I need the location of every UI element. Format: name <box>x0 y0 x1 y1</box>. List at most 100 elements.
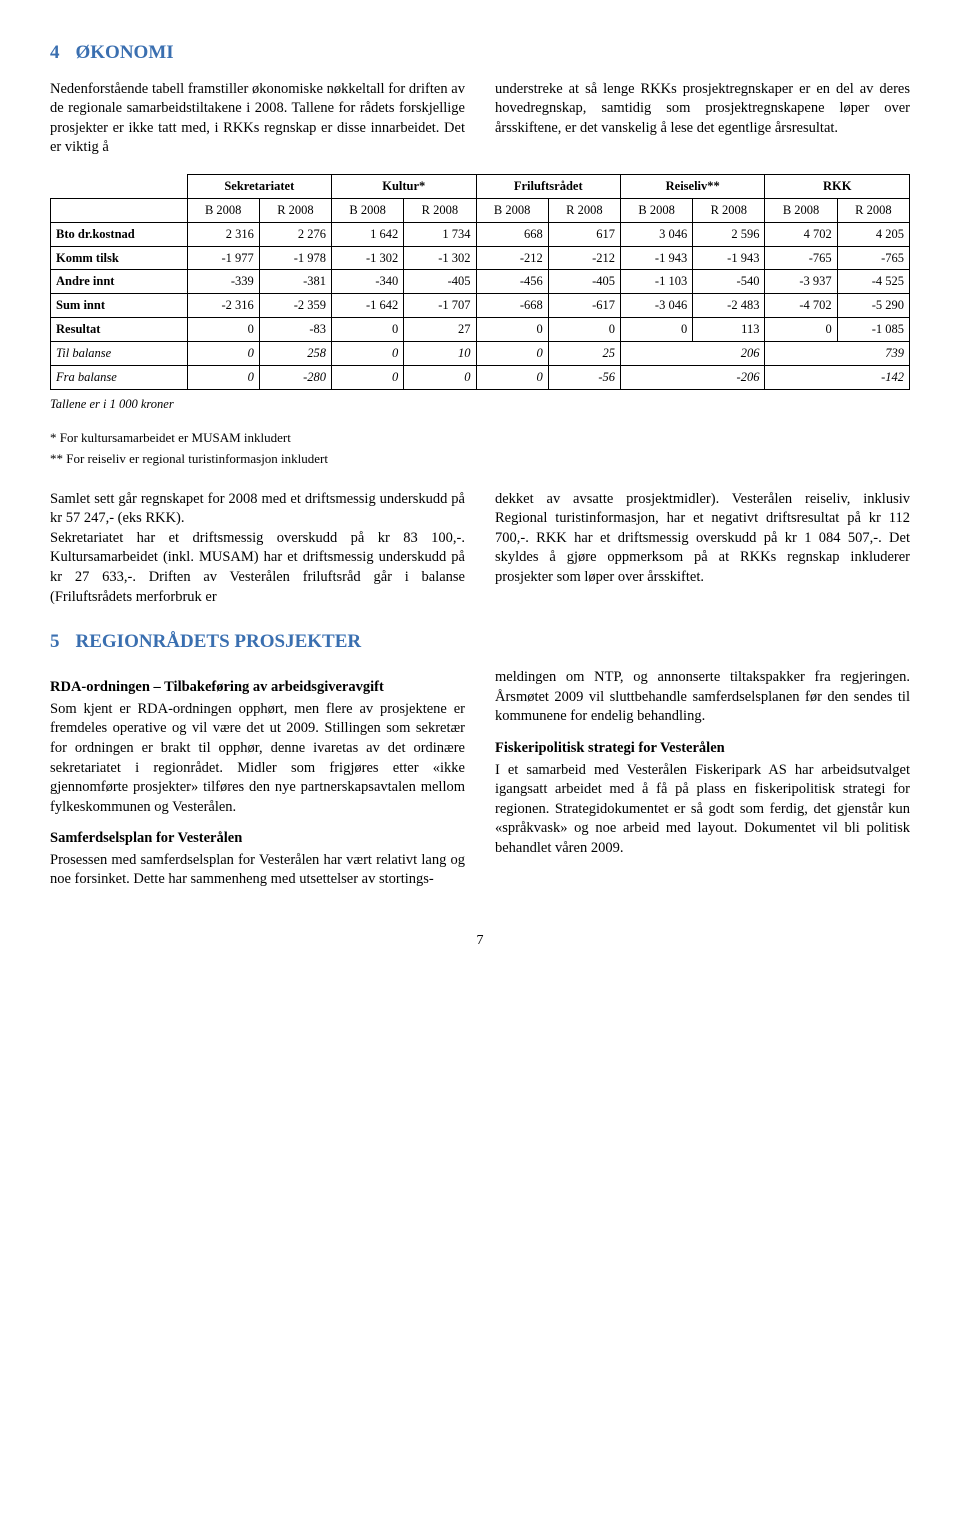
cell: -142 <box>765 365 910 389</box>
cell: 206 <box>620 342 764 366</box>
cell: 4 702 <box>765 222 837 246</box>
page-number: 7 <box>50 932 910 951</box>
ch-7: R 2008 <box>693 198 765 222</box>
cell: -381 <box>259 270 331 294</box>
cell: 739 <box>765 342 910 366</box>
cell: 0 <box>476 318 548 342</box>
cell: 4 205 <box>837 222 909 246</box>
cell: 0 <box>765 318 837 342</box>
section-4-right: understreke at så lenge RKKs prosjektreg… <box>495 80 910 139</box>
row-label: Bto dr.kostnad <box>51 222 188 246</box>
paragraph: meldingen om NTP, og annonserte tiltaksp… <box>495 668 910 727</box>
cell: -2 359 <box>259 294 331 318</box>
cell: -212 <box>476 246 548 270</box>
cell: 0 <box>332 342 404 366</box>
cell: -339 <box>187 270 259 294</box>
summary-left: Samlet sett går regnskapet for 2008 med … <box>50 490 465 607</box>
grp-1: Kultur* <box>332 174 476 198</box>
table-col-row: B 2008 R 2008 B 2008 R 2008 B 2008 R 200… <box>51 198 910 222</box>
cell: -1 943 <box>620 246 692 270</box>
table-row: Andre innt-339-381-340-405-456-405-1 103… <box>51 270 910 294</box>
section-4-title: 4ØKONOMI <box>50 40 910 66</box>
table-row: Komm tilsk-1 977-1 978-1 302-1 302-212-2… <box>51 246 910 270</box>
cell: 0 <box>476 365 548 389</box>
cell: -280 <box>259 365 331 389</box>
cell: 10 <box>404 342 476 366</box>
row-label: Sum innt <box>51 294 188 318</box>
ch-6: B 2008 <box>620 198 692 222</box>
section-4-left: Nedenforstående tabell framstiller økono… <box>50 80 465 158</box>
section-5-title: 5REGIONRÅDETS PROSJEKTER <box>50 629 910 655</box>
cell: -3 937 <box>765 270 837 294</box>
ch-2: B 2008 <box>332 198 404 222</box>
section-5-txt: REGIONRÅDETS PROSJEKTER <box>76 631 362 652</box>
cell: -405 <box>404 270 476 294</box>
grp-0: Sekretariatet <box>187 174 331 198</box>
cell: -1 085 <box>837 318 909 342</box>
subheading: RDA-ordningen – Tilbakeføring av arbeids… <box>50 678 465 698</box>
table-row: Resultat0-830270001130-1 085 <box>51 318 910 342</box>
ch-1: R 2008 <box>259 198 331 222</box>
cell: 2 276 <box>259 222 331 246</box>
cell: 0 <box>187 365 259 389</box>
cell: 0 <box>476 342 548 366</box>
cell: -1 943 <box>693 246 765 270</box>
grp-2: Friluftsrådet <box>476 174 620 198</box>
footnote-1: * For kultursamarbeidet er MUSAM inklude… <box>50 429 910 447</box>
grp-3: Reiseliv** <box>620 174 764 198</box>
grp-4: RKK <box>765 174 910 198</box>
cell: 617 <box>548 222 620 246</box>
cell: -405 <box>548 270 620 294</box>
footnotes: * For kultursamarbeidet er MUSAM inklude… <box>50 429 910 468</box>
row-label: Resultat <box>51 318 188 342</box>
text-block: Fiskeripolitisk strategi for VesterålenI… <box>495 739 910 858</box>
section-4-txt: ØKONOMI <box>76 42 174 63</box>
ch-0: B 2008 <box>187 198 259 222</box>
cell: -765 <box>765 246 837 270</box>
cell: 1 734 <box>404 222 476 246</box>
table-row: Bto dr.kostnad2 3162 2761 6421 734668617… <box>51 222 910 246</box>
table-note: Tallene er i 1 000 kroner <box>50 396 910 413</box>
table-row: Til balanse0258010025206739 <box>51 342 910 366</box>
ch-5: R 2008 <box>548 198 620 222</box>
cell: -4 525 <box>837 270 909 294</box>
summary-right: dekket av avsatte prosjektmidler). Veste… <box>495 490 910 588</box>
ch-9: R 2008 <box>837 198 909 222</box>
ch-3: R 2008 <box>404 198 476 222</box>
cell: -1 103 <box>620 270 692 294</box>
cell: 27 <box>404 318 476 342</box>
paragraph: Prosessen med samferdselsplan for Vester… <box>50 851 465 890</box>
cell: 1 642 <box>332 222 404 246</box>
cell: -2 483 <box>693 294 765 318</box>
table-row: Fra balanse0-280000-56-206-142 <box>51 365 910 389</box>
cell: -212 <box>548 246 620 270</box>
summary: Samlet sett går regnskapet for 2008 med … <box>50 490 910 609</box>
cell: 3 046 <box>620 222 692 246</box>
paragraph: Som kjent er RDA-ordningen opphørt, men … <box>50 700 465 817</box>
cell: 0 <box>332 365 404 389</box>
text-block: meldingen om NTP, og annonserte tiltaksp… <box>495 668 910 727</box>
cell: 2 316 <box>187 222 259 246</box>
cell: 0 <box>548 318 620 342</box>
cell: -340 <box>332 270 404 294</box>
cell: -1 707 <box>404 294 476 318</box>
cell: -4 702 <box>765 294 837 318</box>
section-5-body: RDA-ordningen – Tilbakeføring av arbeids… <box>50 668 910 902</box>
cell: -1 978 <box>259 246 331 270</box>
cell: -5 290 <box>837 294 909 318</box>
cell: 0 <box>187 342 259 366</box>
subheading: Samferdselsplan for Vesterålen <box>50 829 465 849</box>
cell: -1 977 <box>187 246 259 270</box>
text-block: Samferdselsplan for VesterålenProsessen … <box>50 829 465 890</box>
cell: -456 <box>476 270 548 294</box>
paragraph: I et samarbeid med Vesterålen Fiskeripar… <box>495 761 910 859</box>
cell: -1 302 <box>332 246 404 270</box>
cell: -765 <box>837 246 909 270</box>
table-group-row: Sekretariatet Kultur* Friluftsrådet Reis… <box>51 174 910 198</box>
section-4-intro: Nedenforstående tabell framstiller økono… <box>50 80 910 160</box>
cell: -3 046 <box>620 294 692 318</box>
cell: -1 302 <box>404 246 476 270</box>
cell: -2 316 <box>187 294 259 318</box>
cell: 0 <box>187 318 259 342</box>
text-block: RDA-ordningen – Tilbakeføring av arbeids… <box>50 678 465 817</box>
